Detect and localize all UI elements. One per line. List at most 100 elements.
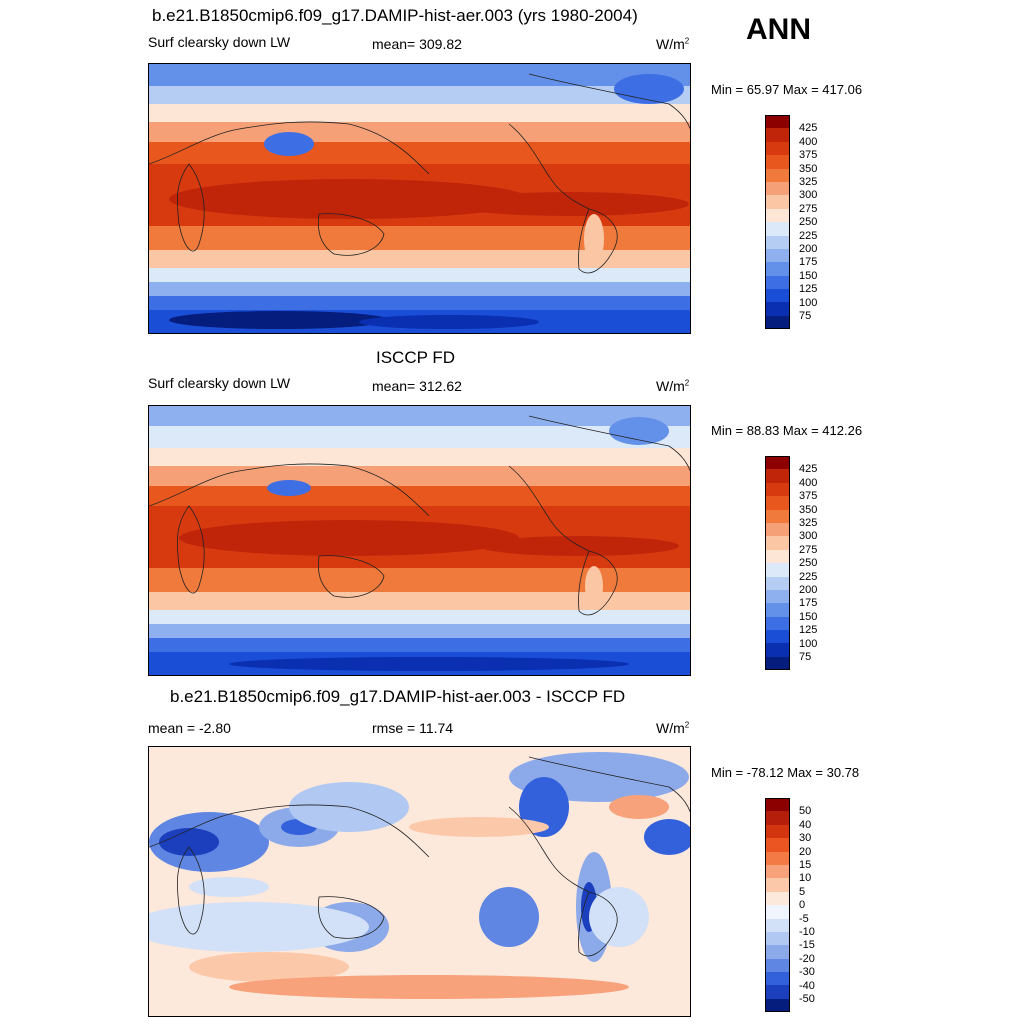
colorbar-label: 150 — [799, 269, 818, 282]
panel-3-colorbar — [765, 798, 790, 1013]
colorbar-label: 125 — [799, 624, 818, 637]
colorbar-swatch — [765, 798, 790, 812]
colorbar-label: 30 — [799, 832, 812, 845]
colorbar-label: 400 — [799, 135, 818, 148]
colorbar-label: 5 — [799, 885, 806, 898]
colorbar-swatch — [765, 616, 790, 631]
colorbar-label: -40 — [799, 979, 815, 992]
colorbar-label: 75 — [799, 651, 812, 663]
colorbar-swatch — [765, 248, 790, 263]
colorbar-swatch — [765, 235, 790, 249]
colorbar-swatch — [765, 275, 790, 290]
colorbar-label: 375 — [799, 149, 818, 162]
colorbar-label: 10 — [799, 872, 812, 885]
panel-1-map — [148, 63, 691, 334]
colorbar-label: 225 — [799, 229, 818, 242]
panel-2-map — [148, 405, 691, 676]
colorbar-label: -50 — [799, 993, 815, 1005]
colorbar-label: 0 — [799, 899, 806, 912]
colorbar-swatch — [765, 222, 790, 236]
colorbar-label: 400 — [799, 476, 818, 489]
colorbar-label: 275 — [799, 543, 818, 556]
colorbar-swatch — [765, 315, 790, 330]
colorbar-swatch — [765, 656, 790, 671]
colorbar-swatch — [765, 181, 790, 196]
panel-2-units: W/m2 — [656, 378, 690, 394]
colorbar-label: 150 — [799, 610, 818, 623]
colorbar-swatch — [765, 985, 790, 999]
colorbar-label: 100 — [799, 296, 818, 309]
colorbar-swatch — [765, 931, 790, 946]
panel-3-mean-label: mean = -2.80 — [148, 720, 231, 736]
panel-2-title: ISCCP FD — [376, 348, 456, 367]
colorbar-label: 225 — [799, 570, 818, 583]
season-label: ANN — [746, 13, 811, 46]
colorbar-label: 20 — [799, 845, 812, 858]
colorbar-swatch — [765, 115, 790, 129]
panel-2-variable-label: Surf clearsky down LW — [148, 375, 291, 391]
colorbar-label: 125 — [799, 283, 818, 296]
colorbar-label: -15 — [799, 939, 815, 952]
colorbar-swatch — [765, 905, 790, 919]
colorbar-label: 175 — [799, 256, 818, 269]
colorbar-label: 325 — [799, 517, 818, 529]
colorbar-label: 200 — [799, 243, 818, 255]
colorbar-label: 350 — [799, 503, 818, 516]
colorbar-swatch — [765, 878, 790, 892]
panel-1-minmax: Min = 65.97 Max = 417.06 — [711, 82, 863, 97]
colorbar-swatch — [765, 168, 790, 182]
colorbar-swatch — [765, 603, 790, 617]
colorbar-swatch — [765, 482, 790, 497]
colorbar-label: 325 — [799, 176, 818, 188]
colorbar-label: 15 — [799, 859, 812, 871]
colorbar-swatch — [765, 456, 790, 470]
colorbar-swatch — [765, 945, 790, 959]
colorbar-swatch — [765, 643, 790, 657]
colorbar-swatch — [765, 128, 790, 142]
colorbar-label: 300 — [799, 530, 818, 543]
panel-1-units: W/m2 — [656, 36, 690, 52]
colorbar-swatch — [765, 496, 790, 510]
panel-3-units: W/m2 — [656, 720, 690, 736]
colorbar-swatch — [765, 563, 790, 577]
colorbar-label: 275 — [799, 202, 818, 215]
colorbar-label: 50 — [799, 805, 812, 818]
colorbar-swatch — [765, 998, 790, 1013]
colorbar-swatch — [765, 536, 790, 550]
panel-2-mean-label: mean= 312.62 — [372, 378, 462, 394]
colorbar-label: 375 — [799, 490, 818, 503]
panel-3-minmax: Min = -78.12 Max = 30.78 — [711, 765, 860, 780]
colorbar-label: 200 — [799, 584, 818, 596]
colorbar-label: 425 — [799, 122, 818, 135]
colorbar-label: 350 — [799, 162, 818, 175]
colorbar-swatch — [765, 811, 790, 825]
panel-1-colorbar — [765, 115, 790, 330]
colorbar-swatch — [765, 262, 790, 276]
colorbar-swatch — [765, 838, 790, 852]
colorbar-swatch — [765, 824, 790, 839]
colorbar-swatch — [765, 155, 790, 169]
colorbar-label: 250 — [799, 216, 818, 229]
panel-2-colorbar — [765, 456, 790, 671]
panel-1-variable-label: Surf clearsky down LW — [148, 34, 291, 50]
colorbar-label: -10 — [799, 926, 815, 938]
colorbar-swatch — [765, 630, 790, 644]
colorbar-swatch — [765, 195, 790, 209]
panel-1-title: b.e21.B1850cmip6.f09_g17.DAMIP-hist-aer.… — [152, 6, 638, 25]
colorbar-swatch — [765, 576, 790, 590]
colorbar-swatch — [765, 891, 790, 906]
colorbar-swatch — [765, 522, 790, 537]
panel-3-title: b.e21.B1850cmip6.f09_g17.DAMIP-hist-aer.… — [170, 687, 626, 706]
colorbar-swatch — [765, 302, 790, 316]
colorbar-label: -20 — [799, 952, 815, 965]
colorbar-swatch — [765, 469, 790, 483]
colorbar-label: -30 — [799, 966, 815, 979]
colorbar-swatch — [765, 958, 790, 973]
colorbar-swatch — [765, 589, 790, 604]
colorbar-label: 100 — [799, 637, 818, 650]
panel-3-map — [148, 746, 691, 1017]
colorbar-swatch — [765, 208, 790, 223]
colorbar-label: -5 — [799, 912, 809, 925]
panel-2-minmax: Min = 88.83 Max = 412.26 — [711, 423, 863, 438]
panel-1-mean-label: mean= 309.82 — [372, 36, 462, 52]
